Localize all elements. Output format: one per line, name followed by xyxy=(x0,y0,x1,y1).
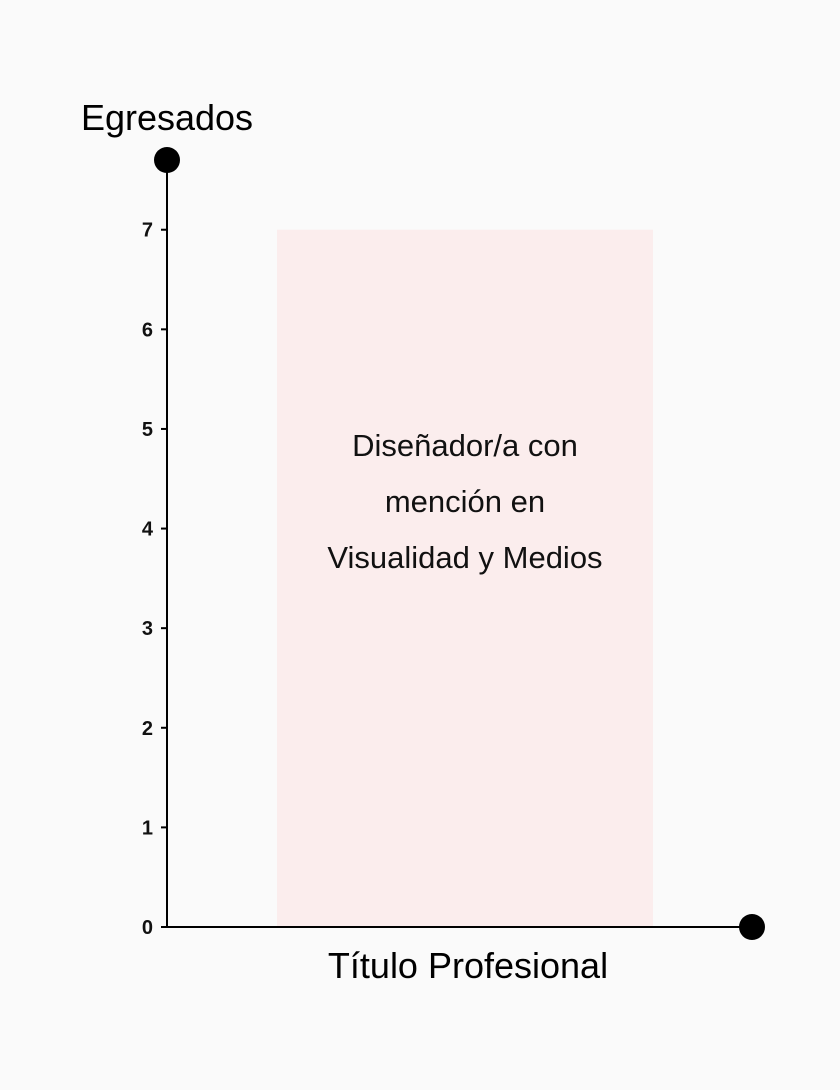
bar-category-label: Diseñador/a con mención en Visualidad y Me… xyxy=(327,428,602,575)
bar-category-label-line: mención en xyxy=(385,484,545,519)
y-tick-label: 3 xyxy=(142,618,153,640)
bar xyxy=(277,229,653,927)
y-tick-label: 1 xyxy=(142,817,153,839)
bars-layer xyxy=(277,229,653,927)
bar-category-label-line: Diseñador/a con xyxy=(352,428,578,463)
x-axis-end-dot xyxy=(739,914,765,940)
y-axis-title: Egresados xyxy=(81,97,253,138)
y-tick-label: 6 xyxy=(142,319,153,341)
y-tick-label: 2 xyxy=(142,718,153,740)
bar-category-label-line: Visualidad y Medios xyxy=(327,540,602,575)
y-ticks: 0 1 2 3 4 5 6 7 xyxy=(142,220,167,939)
y-axis-end-dot xyxy=(154,147,180,173)
y-tick-label: 0 xyxy=(142,917,153,939)
axes-layer xyxy=(154,147,765,940)
y-tick-label: 5 xyxy=(142,419,153,441)
x-axis-title: Título Profesional xyxy=(328,945,608,986)
y-tick-label: 4 xyxy=(142,519,154,541)
y-tick-label: 7 xyxy=(142,220,153,242)
bar-labels: Diseñador/a con mención en Visualidad y Me… xyxy=(327,428,602,575)
